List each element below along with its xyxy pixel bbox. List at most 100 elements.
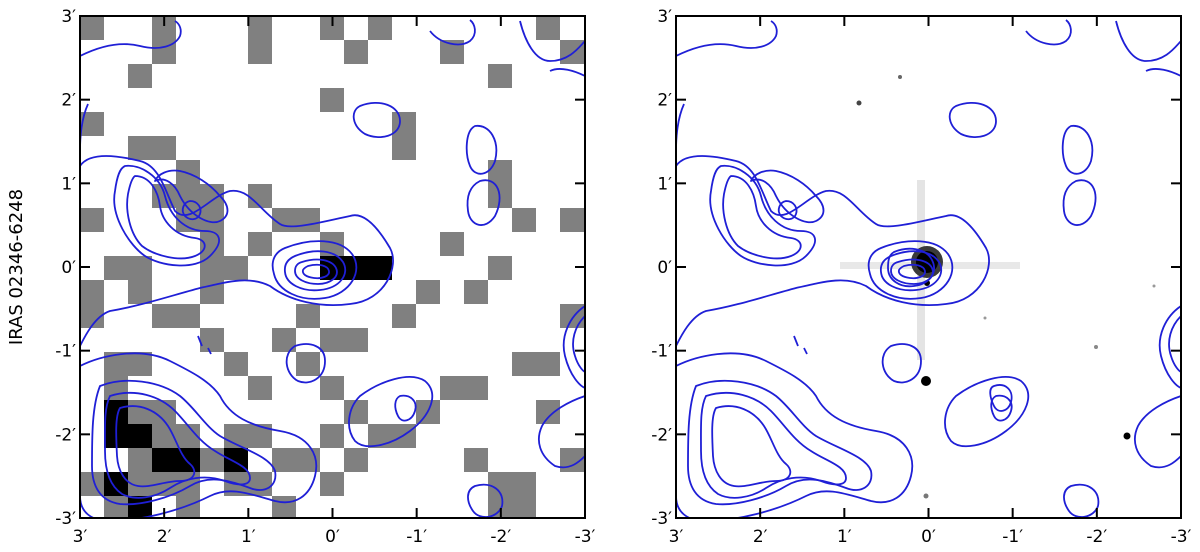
y-tick-label: 3′: [61, 7, 76, 27]
y-tick-label: -1′: [55, 342, 76, 362]
map-pixel: [296, 352, 320, 376]
y-tick-label: -2′: [651, 425, 672, 445]
x-tick-label: 2′: [753, 527, 768, 547]
map-pixel: [80, 280, 104, 304]
map-pixel: [464, 376, 488, 400]
map-pixel: [536, 400, 560, 424]
x-tick-label: -2′: [1086, 527, 1107, 547]
map-pixel: [152, 304, 176, 328]
map-pixel: [440, 376, 464, 400]
map-pixel: [248, 40, 272, 64]
map-pixel: [392, 136, 416, 160]
y-tick-label: -1′: [651, 342, 672, 362]
map-pixel: [368, 256, 392, 280]
map-pixel: [128, 400, 152, 424]
map-pixel: [104, 256, 128, 280]
map-pixel: [488, 256, 512, 280]
map-pixel: [272, 496, 296, 518]
map-pixel: [176, 160, 200, 184]
map-pixel: [152, 448, 176, 472]
map-pixel: [464, 280, 488, 304]
y-tick-label: 2′: [657, 91, 672, 111]
map-pixel: [152, 136, 176, 160]
map-pixel: [488, 496, 512, 518]
y-tick-label: 1′: [61, 174, 76, 194]
map-pixel: [512, 472, 536, 496]
map-pixel: [344, 400, 368, 424]
left-panel: 3′ 3′ 2′ 2′ 1′ 1′ 0′ 0′ -1′ -1′ -2′ -2′ -3′ -3′: [55, 7, 595, 547]
map-pixel: [560, 208, 584, 232]
map-pixel: [248, 376, 272, 400]
x-tick-label: 0′: [325, 527, 340, 547]
pixel-map: [80, 16, 584, 518]
map-pixel: [272, 448, 296, 472]
map-pixel: [536, 352, 560, 376]
map-pixel: [344, 328, 368, 352]
map-pixel: [80, 208, 104, 232]
y-tick-label: 2′: [61, 91, 76, 111]
x-tick-label: -3′: [575, 527, 596, 547]
map-pixel: [512, 496, 536, 518]
map-pixel: [128, 64, 152, 88]
x-tick-label: 2′: [157, 527, 172, 547]
map-pixel: [512, 352, 536, 376]
x-tick-label: 3′: [669, 527, 684, 547]
right-axis-ticks: 3′ 3′ 2′ 2′ 1′ 1′ 0′ 0′ -1′ -1′ -2′ -2′ -3′ -3′: [651, 7, 1191, 547]
map-pixel: [296, 208, 320, 232]
map-pixel: [368, 424, 392, 448]
map-pixel: [176, 304, 200, 328]
map-pixel: [320, 376, 344, 400]
map-pixel: [416, 280, 440, 304]
map-pixel: [248, 472, 272, 496]
y-tick-label: 3′: [657, 7, 672, 27]
y-tick-label: -3′: [651, 509, 672, 529]
map-pixel: [200, 448, 224, 472]
x-tick-label: 3′: [73, 527, 88, 547]
map-pixel: [560, 304, 584, 328]
map-pixel: [152, 424, 176, 448]
x-tick-label: -1′: [406, 527, 427, 547]
map-pixel: [248, 184, 272, 208]
map-pixel: [320, 328, 344, 352]
map-pixel: [512, 208, 536, 232]
map-pixel: [104, 376, 128, 400]
map-pixel: [560, 40, 584, 64]
map-pixel: [128, 424, 152, 448]
map-pixel: [464, 448, 488, 472]
map-pixel: [128, 256, 152, 280]
map-pixel: [128, 448, 152, 472]
map-pixel: [128, 352, 152, 376]
x-tick-label: -3′: [1171, 527, 1192, 547]
map-pixel: [128, 136, 152, 160]
y-tick-label: -3′: [55, 509, 76, 529]
map-pixel: [176, 496, 200, 518]
y-tick-label: 0′: [61, 258, 76, 278]
map-pixel: [176, 448, 200, 472]
map-pixel: [296, 304, 320, 328]
map-pixel: [248, 424, 272, 448]
map-pixel: [320, 88, 344, 112]
x-tick-label: -2′: [490, 527, 511, 547]
map-pixel: [488, 64, 512, 88]
x-tick-label: 0′: [921, 527, 936, 547]
map-pixel: [368, 16, 392, 40]
map-pixel: [248, 232, 272, 256]
x-tick-label: -1′: [1002, 527, 1023, 547]
map-pixel: [440, 232, 464, 256]
left-axis-ticks: 3′ 3′ 2′ 2′ 1′ 1′ 0′ 0′ -1′ -1′ -2′ -2′ -3′ -3′: [55, 7, 595, 547]
map-pixel: [344, 40, 368, 64]
map-pixel: [392, 304, 416, 328]
y-tick-label: 0′: [657, 258, 672, 278]
map-pixel: [200, 328, 224, 352]
y-axis-label: IRAS 02346-6248: [6, 189, 27, 345]
map-pixel: [128, 280, 152, 304]
map-pixel: [488, 160, 512, 184]
map-pixel: [80, 16, 104, 40]
x-tick-label: 1′: [837, 527, 852, 547]
map-pixel: [248, 16, 272, 40]
map-pixel: [320, 472, 344, 496]
x-tick-label: 1′: [241, 527, 256, 547]
map-pixel: [224, 352, 248, 376]
map-pixel: [320, 424, 344, 448]
